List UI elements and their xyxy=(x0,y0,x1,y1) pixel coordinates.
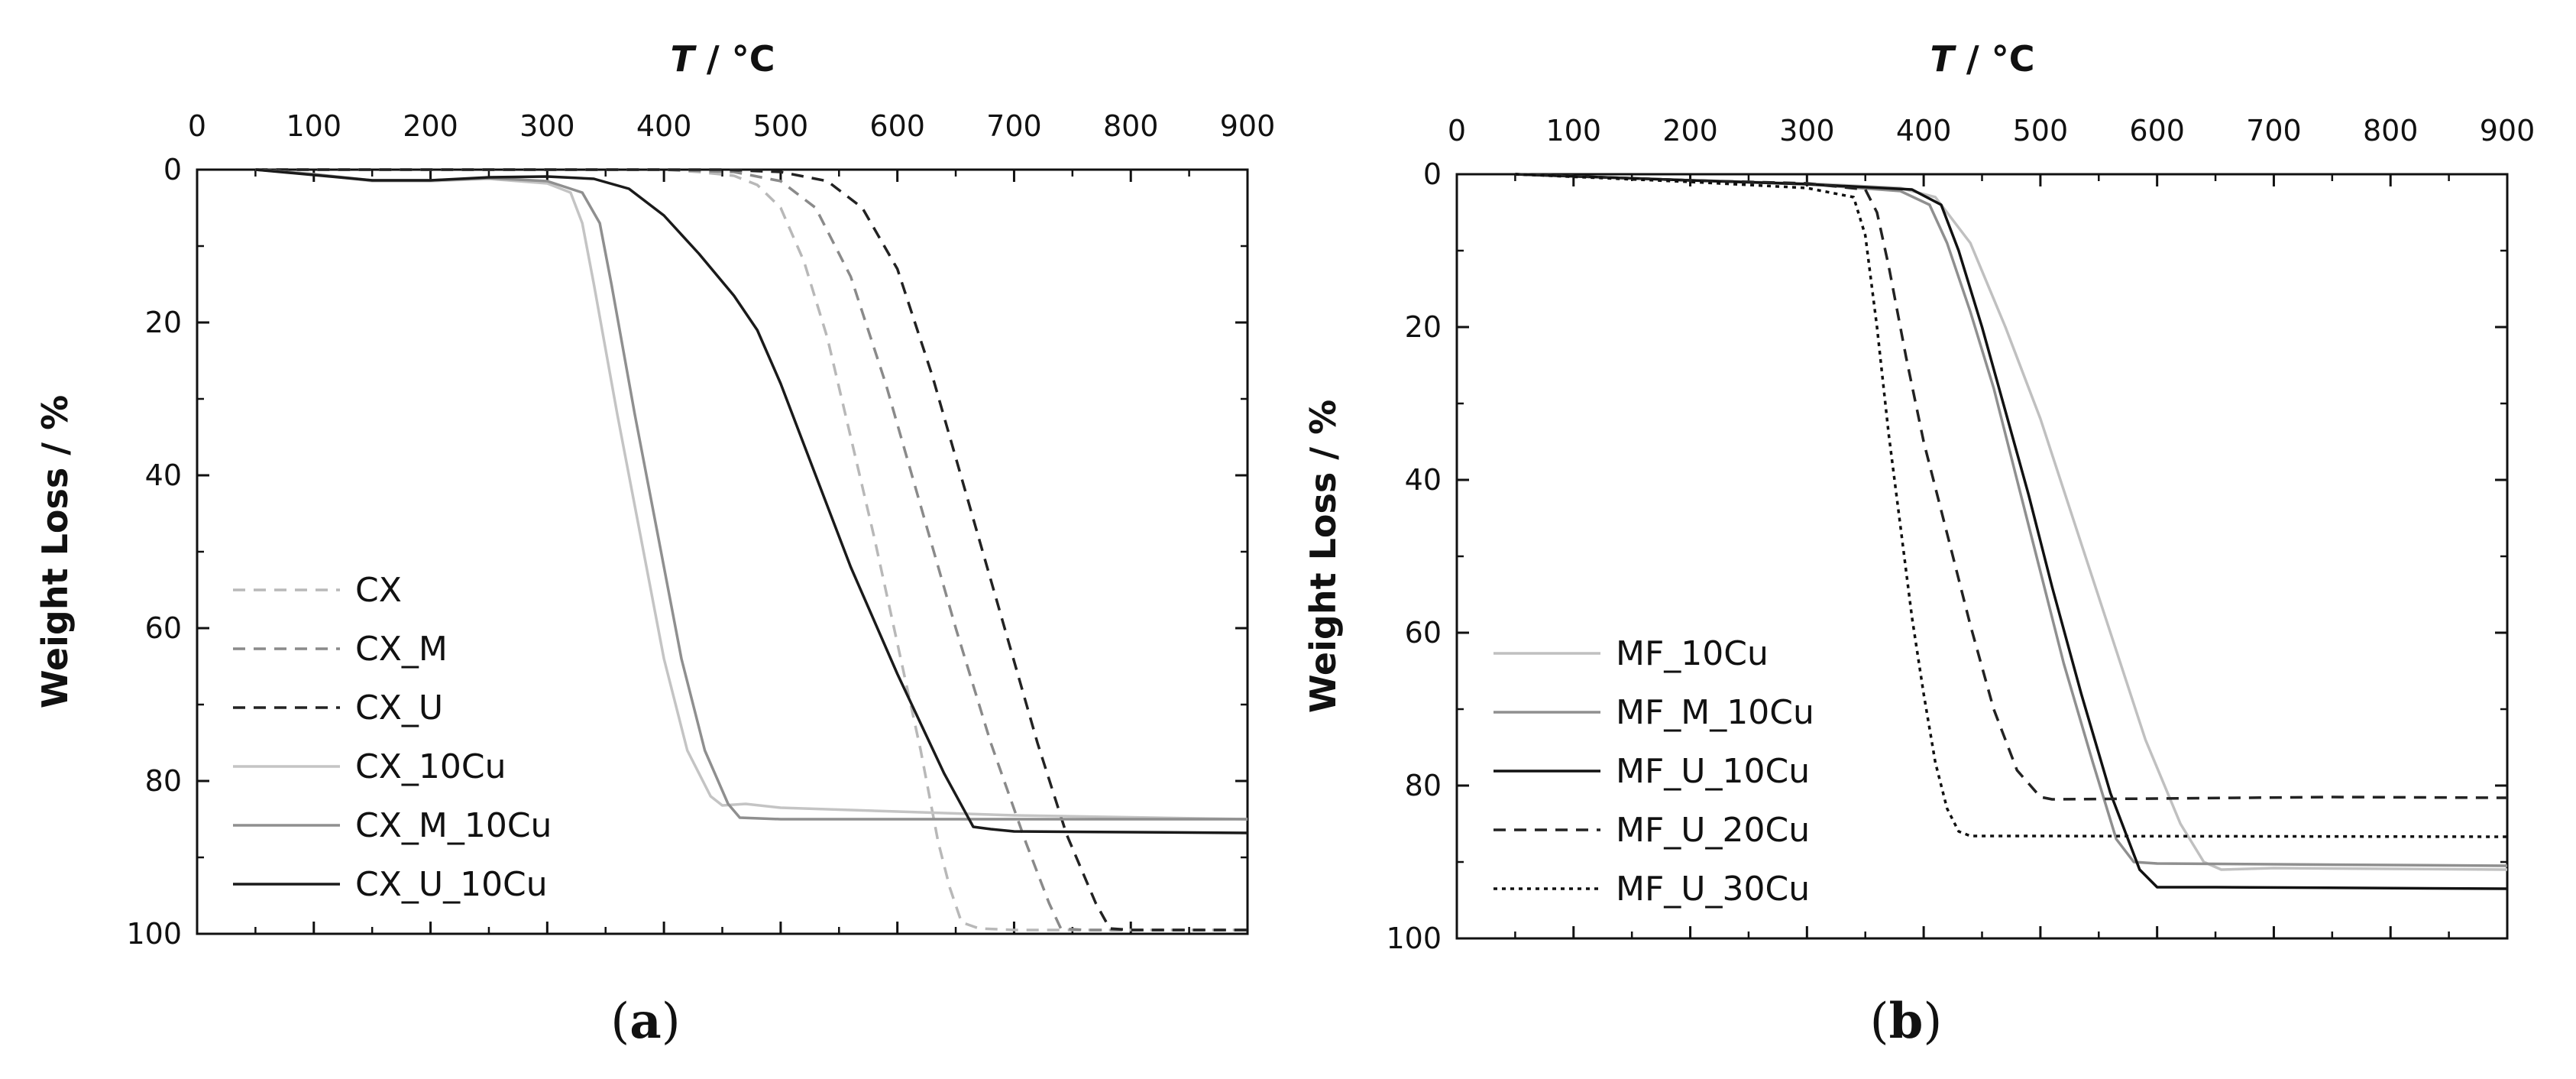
y-axis-title-b: Weight Loss / % xyxy=(1303,400,1344,713)
panel-label-a: (a) xyxy=(610,993,680,1050)
series-line-cx-u-10cu xyxy=(255,168,1248,834)
y-tick-label: 60 xyxy=(145,611,182,645)
series-line-cx-m xyxy=(255,168,1248,932)
legend-label-mf-m-10cu: MF_M_10Cu xyxy=(1616,693,1814,732)
x-tick-label: 300 xyxy=(1779,114,1835,147)
series-line-cx-u xyxy=(255,168,1248,932)
x-tick-label: 100 xyxy=(1546,114,1602,147)
x-tick-label: 600 xyxy=(2129,114,2185,147)
legend-label-cx-10cu: CX_10Cu xyxy=(355,747,506,786)
legend-label-cx-u-10cu: CX_U_10Cu xyxy=(355,865,548,904)
ticks-b: 0 100 200 300 400 500 600 700 800 900 0 20 40 60 80 100 xyxy=(1386,114,2535,955)
x-axis-title-b: T / °C xyxy=(1930,38,2035,79)
x-tick-label: 0 xyxy=(188,109,206,143)
y-tick-label: 100 xyxy=(126,917,182,951)
y-axis-title-a: Weight Loss / % xyxy=(34,395,76,708)
legend-label-cx: CX xyxy=(355,571,402,610)
series-line-mf-u-20cu xyxy=(1515,173,2508,801)
x-tick-label: 100 xyxy=(286,109,342,143)
x-axis-title-a: T / °C xyxy=(671,38,775,79)
x-tick-label: 200 xyxy=(403,109,458,143)
legend-label-mf-10cu: MF_10Cu xyxy=(1616,634,1769,673)
y-tick-label: 80 xyxy=(145,764,182,798)
y-tick-label: 80 xyxy=(1405,769,1442,802)
legend-b: MF_10Cu MF_M_10Cu MF_U_10Cu MF_U_20Cu MF_U_3… xyxy=(1493,634,1814,909)
y-tick-label: 100 xyxy=(1386,922,1442,955)
legend-label-mf-u-20cu: MF_U_20Cu xyxy=(1616,811,1810,850)
panel-b: T / °C Weight Loss / % 0 100 200 300 400 500 6… xyxy=(1303,38,2535,1050)
plot-frame-b xyxy=(1455,173,2509,940)
x-tick-label: 800 xyxy=(1103,109,1159,143)
series-a xyxy=(255,168,1248,932)
y-tick-label: 60 xyxy=(1405,616,1442,650)
panel-a: T / °C Weight Loss / % 0 100 200 300 400 500 6… xyxy=(34,38,1275,1050)
legend-label-cx-m: CX_M xyxy=(355,630,448,669)
y-tick-label: 40 xyxy=(1405,463,1442,497)
x-tick-label: 600 xyxy=(869,109,925,143)
x-tick-label: 800 xyxy=(2363,114,2419,147)
legend-a: CX CX_M CX_U CX_10Cu CX_M_10Cu CX_U_10Cu xyxy=(233,571,552,904)
x-tick-label: 500 xyxy=(2013,114,2069,147)
y-tick-label: 40 xyxy=(145,458,182,492)
legend-label-cx-u: CX_U xyxy=(355,689,443,727)
x-tick-label: 700 xyxy=(2246,114,2302,147)
x-tick-label: 300 xyxy=(519,109,575,143)
x-tick-label: 200 xyxy=(1662,114,1718,147)
series-line-mf-m-10cu xyxy=(1515,173,2508,867)
y-tick-label: 20 xyxy=(145,306,182,339)
x-tick-label: 900 xyxy=(2480,114,2536,147)
legend-label-mf-u-10cu: MF_U_10Cu xyxy=(1616,752,1810,791)
y-tick-label: 20 xyxy=(1405,310,1442,344)
series-line-mf-u-10cu xyxy=(1515,173,2508,890)
series-b xyxy=(1515,173,2508,890)
legend-label-cx-m-10cu: CX_M_10Cu xyxy=(355,806,552,845)
x-tick-label: 0 xyxy=(1448,114,1466,147)
x-tick-label: 400 xyxy=(636,109,692,143)
series-line-mf-u-30cu xyxy=(1515,173,2508,838)
x-tick-label: 500 xyxy=(753,109,809,143)
y-tick-label: 0 xyxy=(1423,157,1442,191)
legend-label-mf-u-30cu: MF_U_30Cu xyxy=(1616,870,1810,909)
panel-label-b: (b) xyxy=(1870,993,1943,1050)
x-tick-label: 700 xyxy=(986,109,1042,143)
x-tick-label: 400 xyxy=(1896,114,1952,147)
x-tick-label: 900 xyxy=(1220,109,1276,143)
y-tick-label: 0 xyxy=(163,153,182,186)
